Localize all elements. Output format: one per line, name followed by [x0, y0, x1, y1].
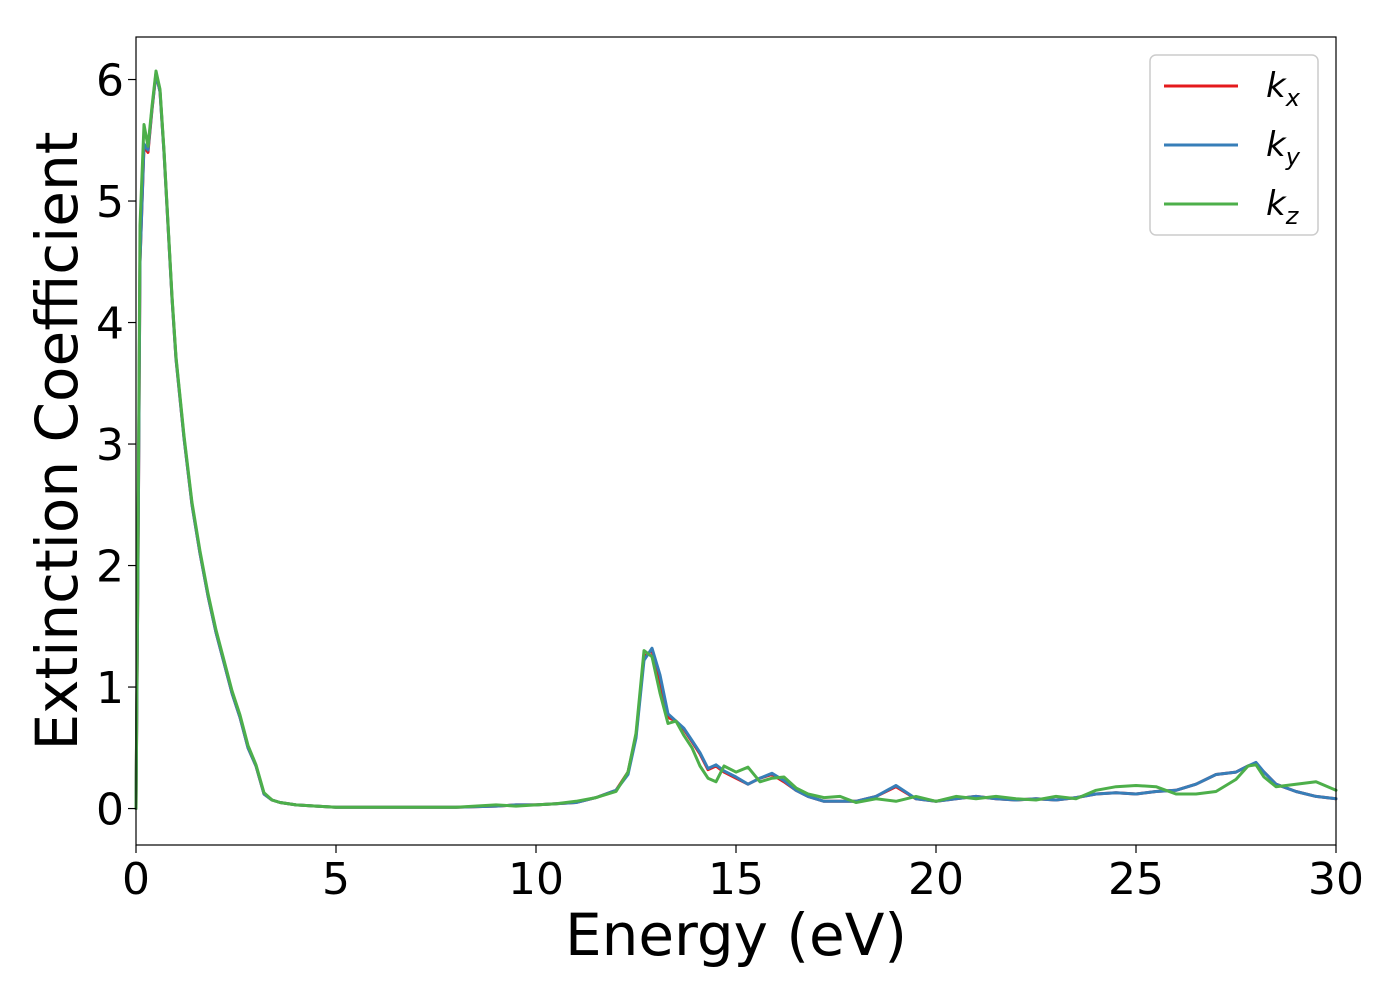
x-tick-label: 15 [708, 854, 764, 905]
x-tick-label: 5 [322, 854, 350, 905]
y-tick-label: 4 [96, 299, 124, 350]
y-axis: 0 1 2 3 4 5 6 [96, 56, 136, 836]
legend-label-y: ky [1266, 125, 1301, 171]
x-tick-label: 20 [908, 854, 964, 905]
x-axis-title: Energy (eV) [565, 901, 907, 969]
series-layer [134, 69, 1338, 810]
plot-background [136, 37, 1336, 845]
y-tick-label: 6 [96, 56, 124, 107]
legend: kx ky kz [1149, 54, 1319, 236]
y-tick-label: 3 [96, 420, 124, 471]
legend-label-z: kz [1266, 184, 1300, 230]
x-axis: 0 5 10 15 20 25 30 [122, 845, 1364, 905]
x-tick-label: 0 [122, 854, 150, 905]
y-tick-label: 1 [96, 663, 124, 714]
series-line-z [134, 69, 1338, 810]
y-axis-title: Extinction Coefficient [23, 132, 91, 751]
y-tick-label: 5 [96, 177, 124, 228]
x-tick-label: 10 [508, 854, 564, 905]
x-tick-label: 25 [1108, 854, 1164, 905]
y-tick-label: 0 [96, 785, 124, 836]
y-tick-label: 2 [96, 542, 124, 593]
legend-label-x: kx [1266, 66, 1301, 112]
x-tick-label: 30 [1308, 854, 1364, 905]
